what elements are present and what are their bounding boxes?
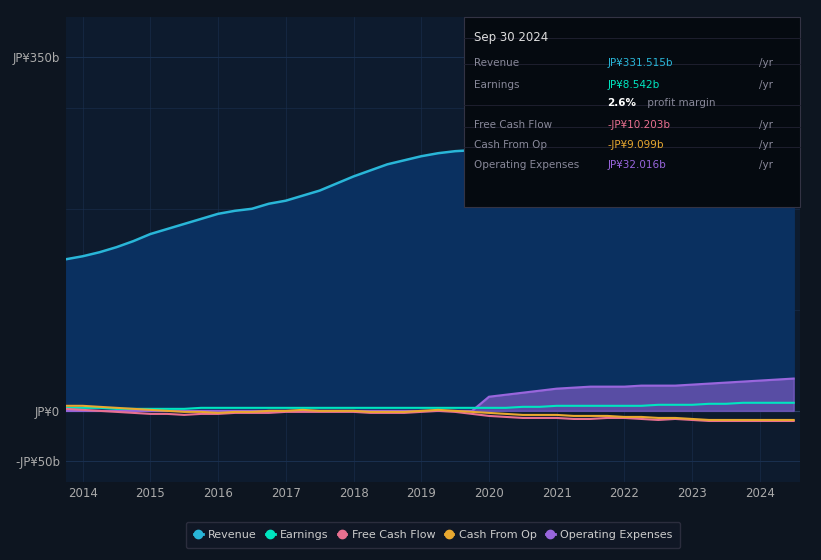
Text: /yr: /yr [759,160,773,170]
Text: JP¥331.515b: JP¥331.515b [608,58,673,68]
Text: Earnings: Earnings [474,80,519,90]
Text: JP¥8.542b: JP¥8.542b [608,80,660,90]
Text: Sep 30 2024: Sep 30 2024 [474,31,548,44]
Text: Operating Expenses: Operating Expenses [474,160,579,170]
Text: -JP¥9.099b: -JP¥9.099b [608,140,664,150]
Text: /yr: /yr [759,120,773,130]
Text: /yr: /yr [759,140,773,150]
Text: Revenue: Revenue [474,58,519,68]
Text: Cash From Op: Cash From Op [474,140,547,150]
Text: -JP¥10.203b: -JP¥10.203b [608,120,671,130]
Text: /yr: /yr [759,80,773,90]
Text: JP¥32.016b: JP¥32.016b [608,160,667,170]
Text: Free Cash Flow: Free Cash Flow [474,120,552,130]
Text: profit margin: profit margin [644,98,716,108]
Text: /yr: /yr [759,58,773,68]
Text: 2.6%: 2.6% [608,98,636,108]
Legend: Revenue, Earnings, Free Cash Flow, Cash From Op, Operating Expenses: Revenue, Earnings, Free Cash Flow, Cash … [186,522,681,548]
